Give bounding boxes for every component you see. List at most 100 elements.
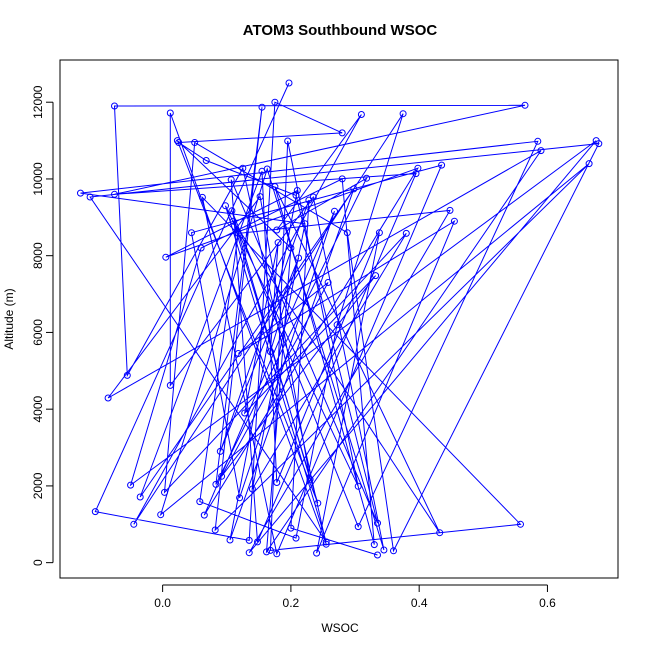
data-point — [266, 546, 274, 554]
data-point — [537, 147, 545, 155]
data-point — [162, 253, 170, 261]
x-axis: 0.0 0.2 0.4 0.6 — [154, 584, 556, 610]
data-point — [414, 164, 422, 172]
data-point — [130, 520, 138, 528]
data-point — [77, 189, 84, 197]
data-point — [534, 137, 542, 145]
data-point — [273, 226, 281, 234]
data-point — [228, 207, 236, 215]
data-point — [306, 475, 314, 483]
data-point — [333, 321, 341, 329]
data-point — [157, 511, 165, 519]
data-point — [363, 174, 371, 182]
data-point — [256, 193, 264, 201]
data-point — [91, 508, 99, 516]
plot-frame — [59, 59, 619, 579]
data-point — [380, 546, 388, 554]
data-point — [258, 103, 266, 111]
data-point — [292, 534, 300, 542]
data-point — [123, 371, 131, 379]
data-point — [287, 244, 295, 252]
data-point — [166, 381, 174, 389]
x-axis-label: WSOC — [321, 621, 359, 635]
data-point — [446, 206, 454, 214]
y-tick-label: 8000 — [31, 242, 45, 269]
data-point — [175, 139, 183, 146]
x-tick-label: 0.2 — [283, 596, 300, 610]
data-point — [343, 229, 351, 237]
data-point — [258, 167, 266, 175]
series-line — [80, 82, 600, 556]
data-point — [285, 79, 293, 87]
data-point — [127, 481, 135, 489]
data-point — [390, 547, 397, 555]
y-tick-label: 4000 — [31, 396, 45, 423]
data-point — [236, 494, 244, 502]
data-point — [111, 190, 118, 198]
data-point — [86, 193, 94, 201]
data-point — [273, 550, 281, 558]
data-point — [271, 183, 279, 191]
data-point — [245, 536, 253, 544]
data-point — [239, 164, 247, 172]
data-point — [595, 140, 603, 148]
data-point — [450, 217, 458, 225]
data-point — [202, 157, 210, 164]
data-point — [301, 220, 309, 228]
data-point — [354, 523, 362, 531]
data-point — [241, 409, 249, 417]
data-point — [292, 191, 300, 199]
chart-title: ATOM3 Southbound WSOC — [243, 22, 438, 39]
data-point — [585, 160, 593, 168]
data-point — [350, 185, 358, 193]
data-point — [188, 229, 195, 237]
data-point — [517, 520, 524, 528]
data-point — [273, 479, 281, 486]
y-tick-label: 0 — [31, 559, 45, 566]
data-point — [338, 129, 346, 137]
data-point — [338, 175, 346, 183]
y-axis-label: Altitude (m) — [2, 288, 16, 349]
data-point — [287, 524, 295, 532]
data-point — [173, 137, 181, 145]
data-point — [200, 511, 208, 519]
data-point — [438, 161, 446, 169]
data-point — [198, 193, 206, 201]
data-point — [166, 109, 174, 117]
y-tick-label: 2000 — [31, 472, 45, 499]
data-point — [245, 549, 253, 557]
data-point — [161, 488, 168, 496]
data-point — [374, 551, 381, 559]
data-point — [399, 110, 407, 118]
data-point — [211, 526, 219, 534]
x-tick-label: 0.0 — [154, 596, 171, 610]
data-point — [331, 207, 338, 215]
data-point — [521, 101, 529, 109]
data-point — [374, 519, 381, 527]
plot-area — [77, 79, 603, 559]
data-point — [104, 394, 112, 402]
data-point — [218, 472, 226, 480]
data-point — [372, 272, 380, 280]
y-tick-label: 10000 — [31, 162, 45, 196]
data-point — [402, 229, 410, 237]
data-point — [111, 102, 118, 110]
data-point — [314, 499, 322, 507]
data-point — [295, 254, 303, 262]
y-axis: 0 2000 4000 6000 8000 10000 12000 — [31, 85, 54, 566]
data-point — [266, 348, 274, 356]
data-point — [136, 493, 144, 501]
y-tick-label: 6000 — [31, 319, 45, 346]
data-point — [191, 139, 199, 146]
data-point — [322, 540, 330, 548]
data-point — [322, 538, 330, 546]
data-point — [226, 536, 234, 544]
data-point — [271, 98, 279, 106]
data-point — [370, 541, 378, 549]
data-point — [305, 196, 313, 204]
data-point — [357, 111, 365, 118]
data-point — [212, 480, 220, 488]
data-point — [197, 244, 205, 252]
data-point — [227, 176, 235, 184]
